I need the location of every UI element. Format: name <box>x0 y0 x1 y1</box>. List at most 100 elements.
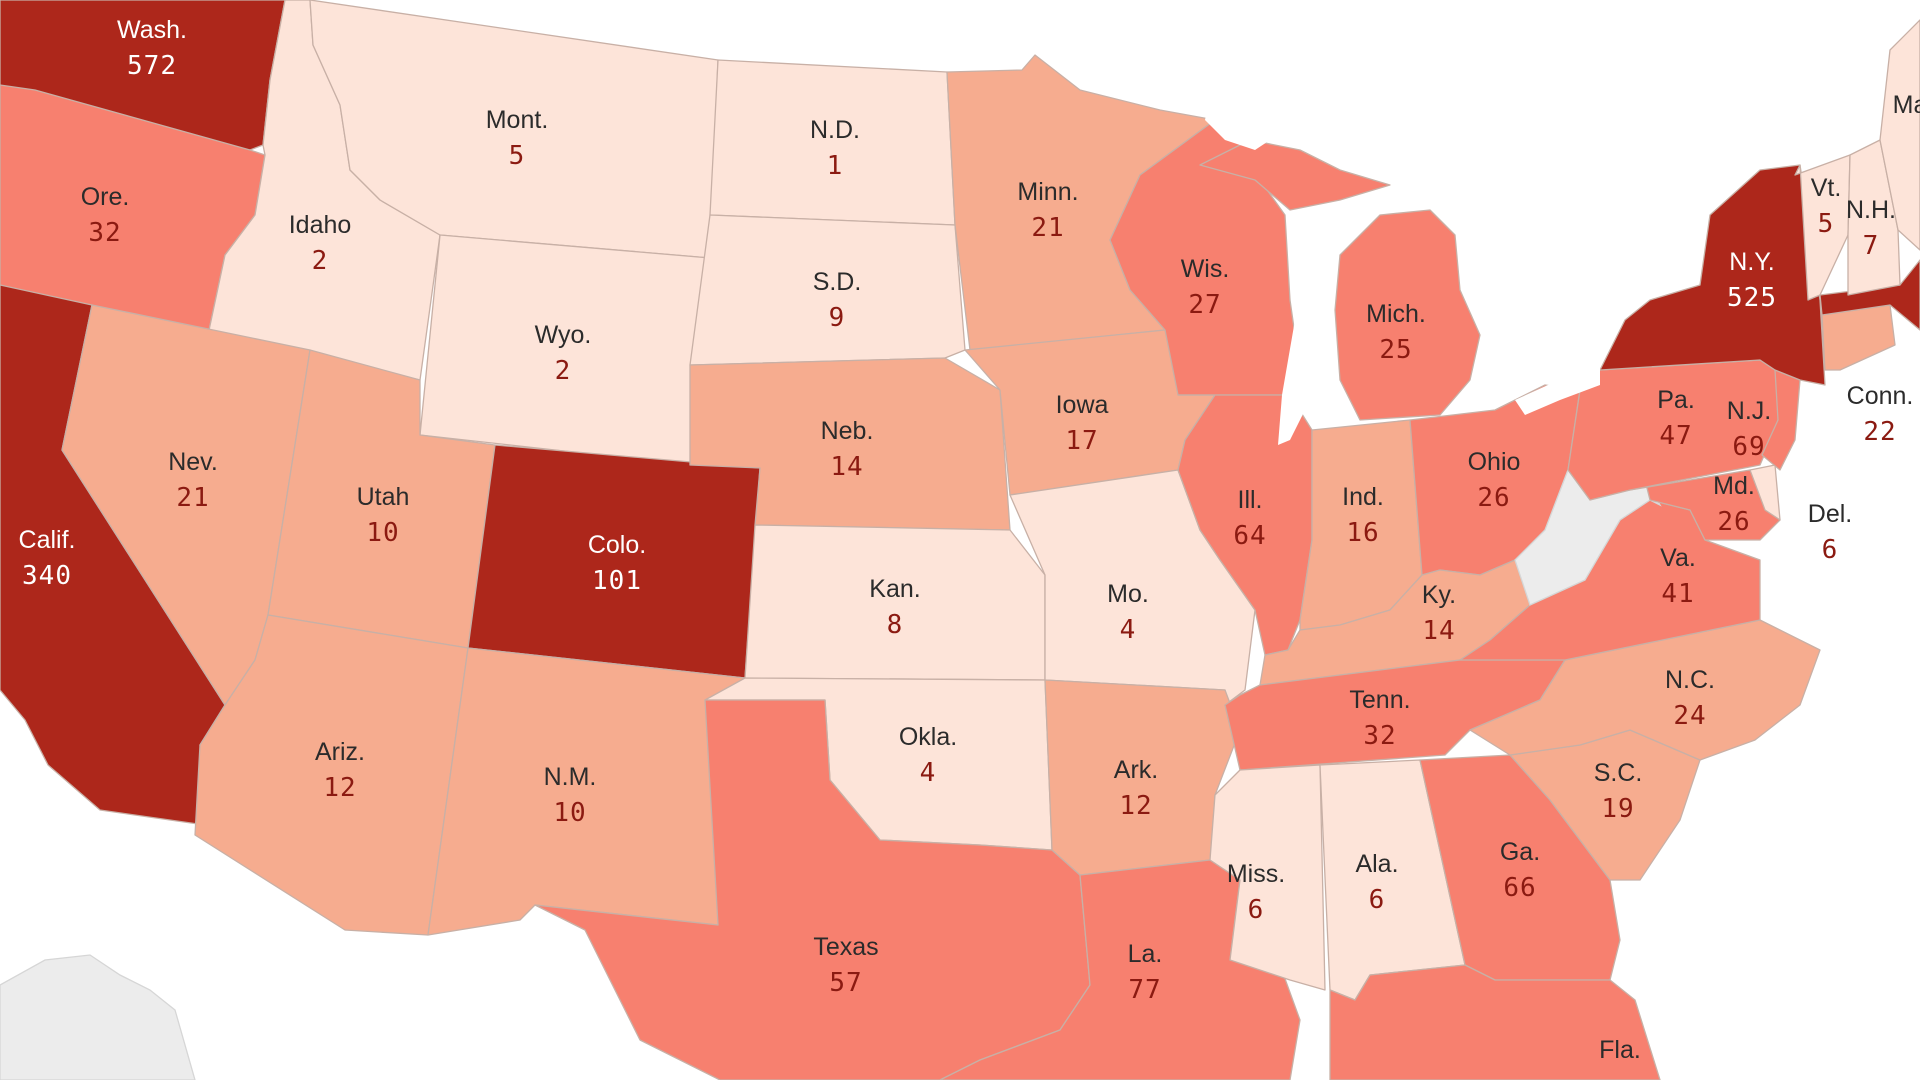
state-label-ks: Kan. <box>869 575 920 603</box>
state-label-mi: Mich. <box>1366 300 1426 328</box>
state-value-pa: 47 <box>1659 421 1692 451</box>
state-value-va: 41 <box>1661 579 1694 609</box>
state-label-nm: N.M. <box>544 763 597 791</box>
state-value-ny: 525 <box>1727 283 1777 313</box>
state-label-mn: Minn. <box>1017 178 1078 206</box>
state-nc[interactable] <box>1469 619 1821 761</box>
lake-michigan <box>1278 225 1325 445</box>
state-label-az: Ariz. <box>315 738 365 766</box>
state-label-ga: Ga. <box>1500 838 1540 866</box>
state-label-sd: S.D. <box>813 268 862 296</box>
state-ny[interactable] <box>1599 164 1826 386</box>
state-value-wi: 27 <box>1188 290 1221 320</box>
state-value-sd: 9 <box>829 303 846 333</box>
state-value-nh: 7 <box>1863 231 1880 261</box>
state-de[interactable] <box>1749 464 1781 521</box>
state-label-va: Va. <box>1660 544 1696 572</box>
state-me[interactable] <box>1879 19 1920 251</box>
state-value-tn: 32 <box>1363 721 1396 751</box>
state-label-la: La. <box>1128 940 1163 968</box>
state-label-fl: Fla. <box>1599 1036 1641 1064</box>
state-value-ar: 12 <box>1119 791 1152 821</box>
state-value-co: 101 <box>592 566 642 596</box>
state-value-in: 16 <box>1346 518 1379 548</box>
state-label-nv: Nev. <box>168 448 218 476</box>
state-value-nd: 1 <box>827 151 844 181</box>
state-value-vt: 5 <box>1818 209 1835 239</box>
state-value-ne: 14 <box>830 452 863 482</box>
state-value-md: 26 <box>1717 507 1750 537</box>
state-mi[interactable] <box>1199 139 1481 421</box>
state-label-ne: Neb. <box>821 417 874 445</box>
state-label-co: Colo. <box>588 531 646 559</box>
state-label-ms: Miss. <box>1227 860 1285 888</box>
state-label-al: Ala. <box>1355 850 1398 878</box>
state-value-mn: 21 <box>1031 213 1064 243</box>
state-fl[interactable] <box>1329 964 1661 1080</box>
state-label-ca: Calif. <box>19 526 76 554</box>
state-label-nd: N.D. <box>810 116 860 144</box>
state-label-tx: Texas <box>813 933 878 961</box>
state-value-ct: 22 <box>1863 417 1896 447</box>
state-label-oh: Ohio <box>1468 448 1521 476</box>
state-value-al: 6 <box>1369 885 1386 915</box>
state-value-wa: 572 <box>127 51 177 81</box>
state-label-il: Ill. <box>1238 486 1263 514</box>
state-value-wy: 2 <box>555 356 572 386</box>
state-value-id: 2 <box>312 246 329 276</box>
state-nm[interactable] <box>427 647 746 936</box>
state-ms[interactable] <box>1209 764 1326 991</box>
state-value-ok: 4 <box>920 758 937 788</box>
state-label-wa: Wash. <box>117 16 187 44</box>
state-label-ct: Conn. <box>1847 382 1914 410</box>
state-value-ut: 10 <box>366 518 399 548</box>
state-value-mt: 5 <box>509 141 526 171</box>
state-label-tn: Tenn. <box>1349 686 1410 714</box>
state-label-mo: Mo. <box>1107 580 1149 608</box>
state-label-de: Del. <box>1808 500 1852 528</box>
state-label-ok: Okla. <box>899 723 957 751</box>
state-value-nm: 10 <box>553 798 586 828</box>
state-value-oh: 26 <box>1477 483 1510 513</box>
state-value-ky: 14 <box>1422 616 1455 646</box>
state-sd[interactable] <box>689 214 966 366</box>
state-value-nv: 21 <box>176 483 209 513</box>
mexico-landmass <box>0 954 196 1080</box>
state-label-pa: Pa. <box>1657 386 1695 414</box>
state-co[interactable] <box>467 444 761 679</box>
state-label-id: Idaho <box>289 211 352 239</box>
state-label-wi: Wis. <box>1181 255 1230 283</box>
state-value-sc: 19 <box>1601 794 1634 824</box>
state-value-ms: 6 <box>1248 895 1265 925</box>
state-value-ca: 340 <box>22 561 72 591</box>
state-ct[interactable] <box>1821 304 1896 371</box>
state-label-nj: N.J. <box>1727 397 1771 425</box>
state-label-mt: Mont. <box>486 106 549 134</box>
lake-superior <box>1205 90 1285 150</box>
state-label-md: Md. <box>1713 472 1755 500</box>
state-value-nj: 69 <box>1732 432 1765 462</box>
state-value-mi: 25 <box>1379 335 1412 365</box>
state-value-il: 64 <box>1233 521 1266 551</box>
state-value-or: 32 <box>88 218 121 248</box>
state-label-ut: Utah <box>357 483 410 511</box>
state-label-or: Ore. <box>81 183 130 211</box>
state-label-sc: S.C. <box>1594 759 1643 787</box>
state-label-vt: Vt. <box>1811 174 1842 202</box>
state-label-me: Ma <box>1893 91 1920 119</box>
state-label-nh: N.H. <box>1846 196 1896 224</box>
state-value-ia: 17 <box>1065 426 1098 456</box>
state-label-nc: N.C. <box>1665 666 1715 694</box>
state-value-ga: 66 <box>1503 873 1536 903</box>
state-value-nc: 24 <box>1673 701 1706 731</box>
state-wy[interactable] <box>419 234 711 466</box>
state-label-in: Ind. <box>1342 483 1384 511</box>
state-value-de: 6 <box>1822 535 1839 565</box>
state-value-tx: 57 <box>829 968 862 998</box>
state-value-mo: 4 <box>1120 615 1137 645</box>
state-label-ny: N.Y. <box>1729 248 1774 276</box>
state-label-wy: Wyo. <box>535 321 592 349</box>
state-label-ia: Iowa <box>1056 391 1109 419</box>
state-value-la: 77 <box>1128 975 1161 1005</box>
